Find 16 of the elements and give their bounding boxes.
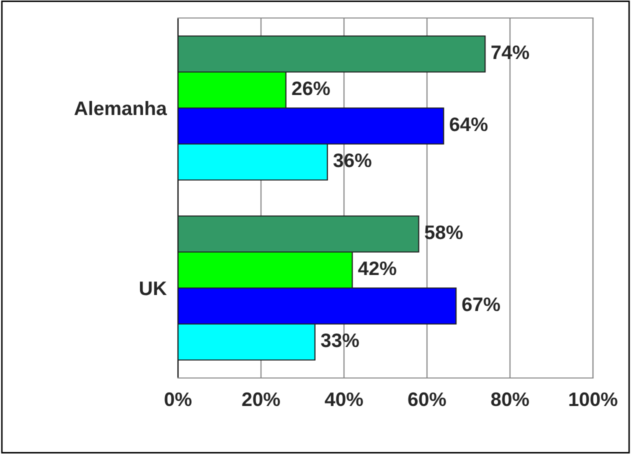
data-label: 36% — [333, 153, 372, 168]
data-label: 58% — [424, 225, 463, 240]
y-tick-label: Alemanha — [74, 100, 168, 116]
y-tick-label: UK — [140, 282, 167, 296]
x-tick-label: 40% — [324, 392, 363, 406]
data-label: 33% — [320, 333, 359, 348]
x-tick-label: 60% — [408, 392, 446, 406]
x-tick-label: 100% — [569, 392, 618, 406]
x-tick-label: 80% — [491, 392, 529, 406]
data-label: 74% — [491, 46, 530, 60]
data-label: 42% — [358, 261, 396, 276]
x-tick-label: 20% — [242, 392, 280, 406]
x-tick-label: 0% — [164, 392, 192, 406]
data-label: 64% — [450, 117, 488, 132]
data-label: 67% — [462, 297, 500, 312]
data-label: 26% — [292, 81, 330, 96]
